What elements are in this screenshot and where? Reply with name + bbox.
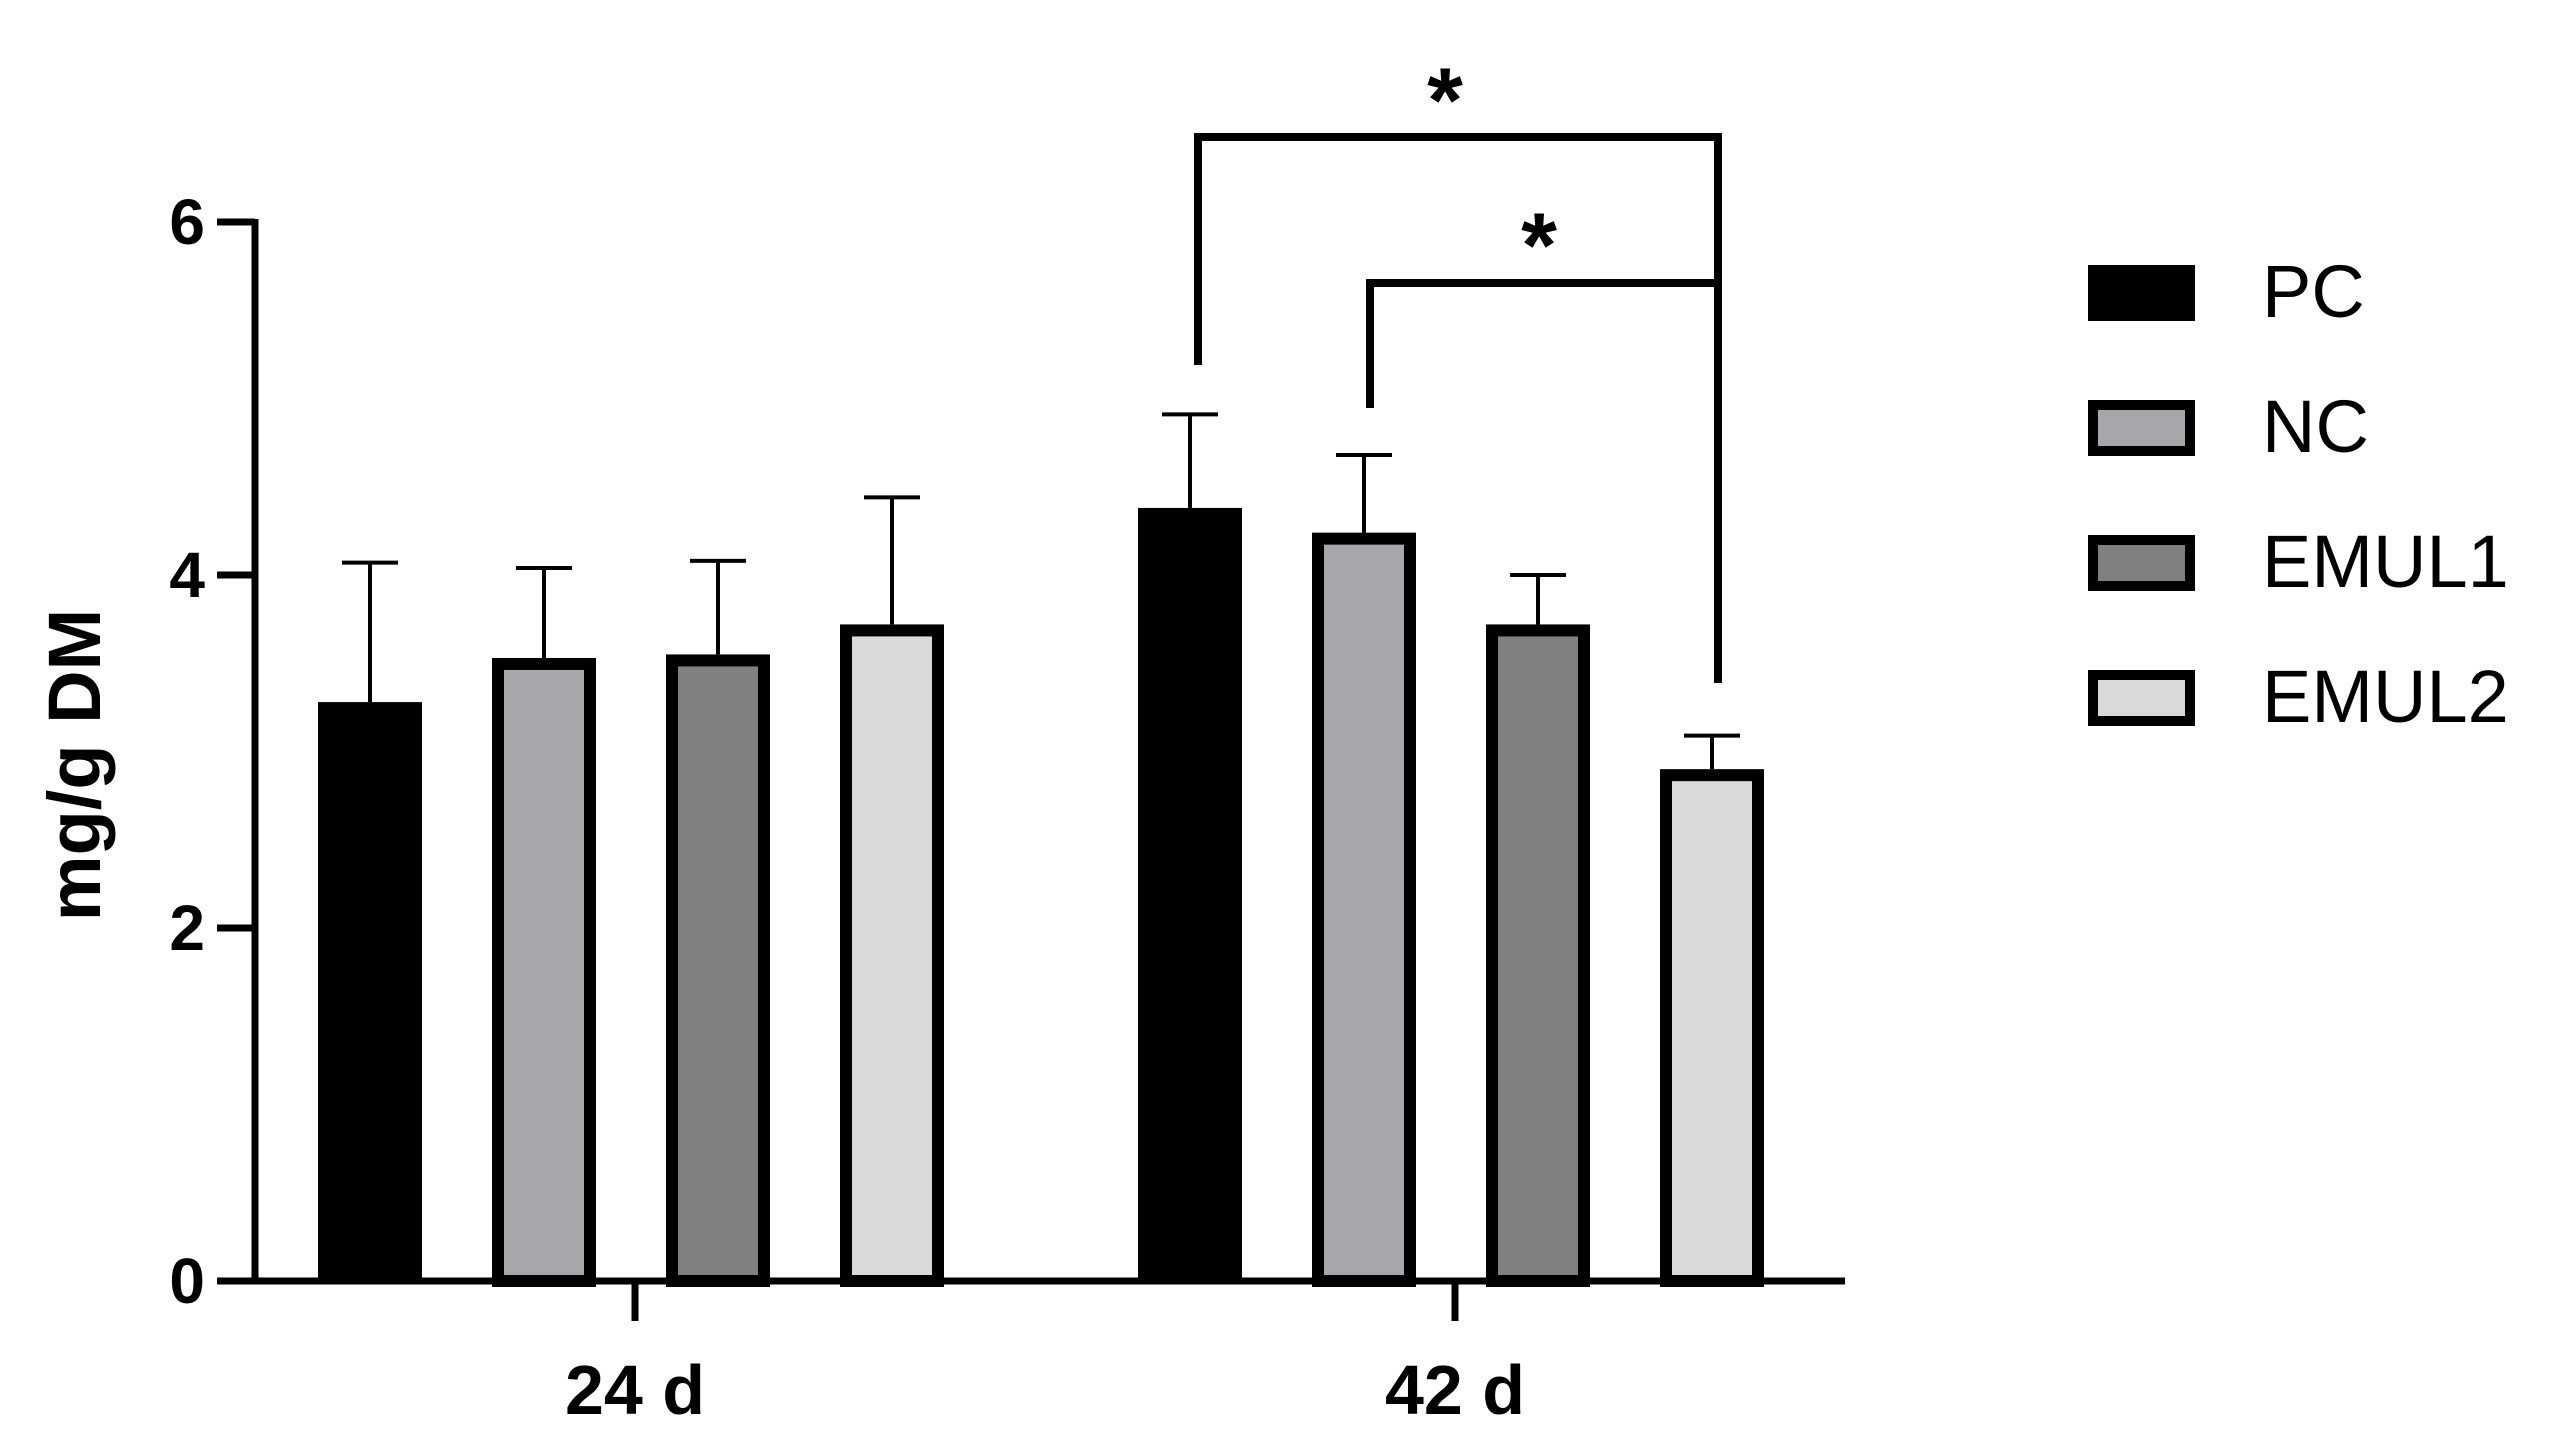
y-tick-label: 6 (169, 186, 205, 258)
bar-emul2-42d (1660, 769, 1764, 1288)
legend-swatch-emul2 (2088, 670, 2195, 726)
legend-swatch-pc (2088, 265, 2195, 321)
legend-label-emul1: EMUL1 (2262, 520, 2509, 603)
bar-emul2-24d (840, 624, 944, 1287)
legend-label-emul2: EMUL2 (2262, 655, 2509, 738)
bar-emul1-42d (1486, 624, 1590, 1287)
x-tick-label: 24 d (565, 1351, 705, 1429)
legend-label-pc: PC (2262, 250, 2365, 333)
y-tick-label: 4 (169, 539, 205, 611)
y-axis-label: mg/g DM (33, 609, 116, 921)
x-tick-label: 42 d (1385, 1351, 1525, 1429)
bar-nc-42d (1312, 532, 1416, 1287)
significance-bracket (1194, 133, 1722, 683)
significance-star: * (1427, 50, 1463, 152)
y-tick-label: 2 (169, 892, 205, 964)
legend-swatch-nc (2088, 400, 2195, 456)
legend-label-nc: NC (2262, 385, 2369, 468)
bar-emul1-24d (666, 654, 770, 1287)
bar-pc-24d (318, 702, 422, 1281)
legend-swatch-emul1 (2088, 535, 2195, 591)
significance-star: * (1521, 195, 1557, 297)
significance-bracket (1366, 279, 1722, 683)
bar-nc-24d (492, 657, 596, 1287)
y-tick-label: 0 (169, 1245, 205, 1317)
bar-pc-42d (1138, 507, 1242, 1281)
